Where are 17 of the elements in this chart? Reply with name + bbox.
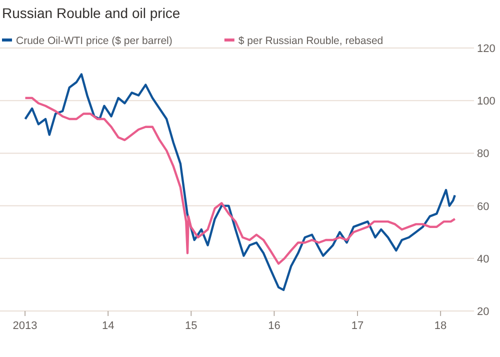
x-tick-label: 17 (351, 320, 364, 332)
x-tick-label: 16 (268, 320, 280, 332)
line-series (24, 96, 456, 265)
y-tick-label: 80 (477, 148, 490, 160)
y-tick-label: 20 (477, 306, 490, 318)
x-tick-label: 15 (185, 320, 198, 332)
chart-title: Russian Rouble and oil price (2, 5, 180, 21)
y-tick-label: 100 (477, 96, 496, 108)
x-tick-label: 2013 (12, 320, 38, 332)
y-tick-label: 60 (477, 200, 490, 213)
x-tick-label: 14 (102, 320, 114, 332)
legend-label: $ per Russian Rouble, rebased (238, 35, 384, 47)
legend-label: Crude Oil-WTI price ($ per barrel) (16, 35, 172, 47)
y-tick-label: 120 (477, 43, 496, 55)
y-tick-label: 40 (477, 253, 490, 266)
line-series (24, 73, 456, 292)
x-tick-label: 18 (434, 320, 447, 332)
